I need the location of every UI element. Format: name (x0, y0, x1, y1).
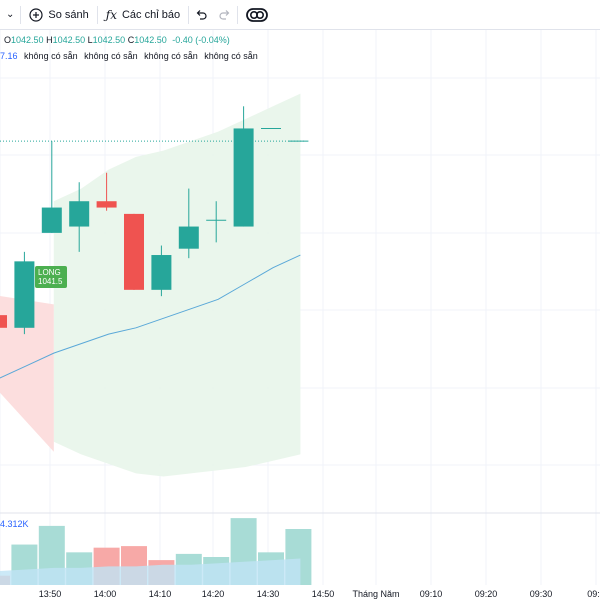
volume-ma-area (0, 558, 301, 585)
indicator-legend: 7.16 không có sẵn không có sẵn không có … (0, 51, 258, 61)
compare-label: So sánh (48, 8, 89, 21)
plus-circle-icon (29, 7, 43, 22)
indicator-value: 7.16 (0, 51, 18, 61)
stop-zone (0, 296, 54, 452)
candle-body (151, 255, 172, 290)
open-label: O (4, 35, 12, 45)
high-label: H (46, 35, 53, 45)
redo-button[interactable] (213, 0, 237, 30)
time-axis-label: 09:10 (420, 589, 443, 599)
fx-icon: ƒx (105, 7, 117, 22)
toolbar-divider (237, 5, 239, 24)
toggle-button[interactable] (238, 0, 276, 30)
indicators-label: Các chỉ báo (121, 8, 181, 21)
indicator-na: không có sẵn (24, 51, 78, 61)
close-value: 1042.50 (134, 35, 167, 45)
long-position-tag (35, 266, 67, 288)
toolbar-divider (20, 5, 22, 24)
candle-body (124, 213, 144, 290)
low-value: 1042.50 (92, 35, 126, 45)
time-axis-label: 14:50 (312, 589, 335, 599)
time-axis-label: 09:30 (530, 589, 553, 599)
time-axis-label: 13:50 (39, 589, 62, 599)
toolbar-divider (188, 5, 190, 24)
long-tag-price: 1041.5 (38, 277, 63, 286)
time-axis-label: 14:30 (257, 589, 280, 599)
close-label: C (127, 35, 135, 45)
low-label: L (87, 35, 93, 45)
chevron-down-icon: ⌄ (6, 9, 15, 20)
target-zone (53, 93, 301, 477)
candle-body (14, 261, 35, 328)
moving-average-line (0, 254, 301, 379)
volume-value: 4.312K (0, 519, 29, 529)
candle-body (178, 226, 199, 249)
candle-body (96, 201, 117, 208)
time-axis-label: 09:4 (587, 589, 600, 599)
undo-button[interactable] (189, 0, 213, 30)
open-value: 1042.50 (11, 35, 44, 45)
indicator-na: không có sẵn (84, 51, 138, 61)
indicator-na: không có sẵn (204, 51, 258, 61)
time-axis-label: 14:00 (94, 589, 117, 599)
change-value: -0.40 (-0.04%) (172, 35, 230, 45)
top-toolbar: ⌄ So sánh ƒx Các chỉ báo (0, 0, 600, 30)
indicator-na: không có sẵn (144, 51, 198, 61)
redo-icon (219, 9, 231, 21)
candle-body (233, 128, 254, 227)
toggle-icon (246, 7, 268, 22)
time-axis-label: 14:20 (202, 589, 225, 599)
compare-button[interactable]: So sánh (21, 0, 96, 30)
ohlc-legend: O1042.50 H1042.50 L1042.50 C1042.50 -0.4… (4, 35, 230, 45)
high-value: 1042.50 (52, 35, 86, 45)
candle-body (41, 207, 62, 233)
time-axis-label: 14:10 (149, 589, 172, 599)
candle-body (69, 201, 90, 227)
long-tag-label: LONG (38, 268, 61, 277)
indicators-button[interactable]: ƒx Các chỉ báo (98, 0, 188, 30)
fx-menu-button[interactable]: ⌄ (0, 0, 20, 30)
time-axis-label: Tháng Năm (352, 589, 399, 599)
time-axis-label: 09:20 (475, 589, 498, 599)
toolbar-divider (96, 5, 98, 24)
undo-icon (195, 9, 207, 21)
candle-body (0, 315, 7, 328)
